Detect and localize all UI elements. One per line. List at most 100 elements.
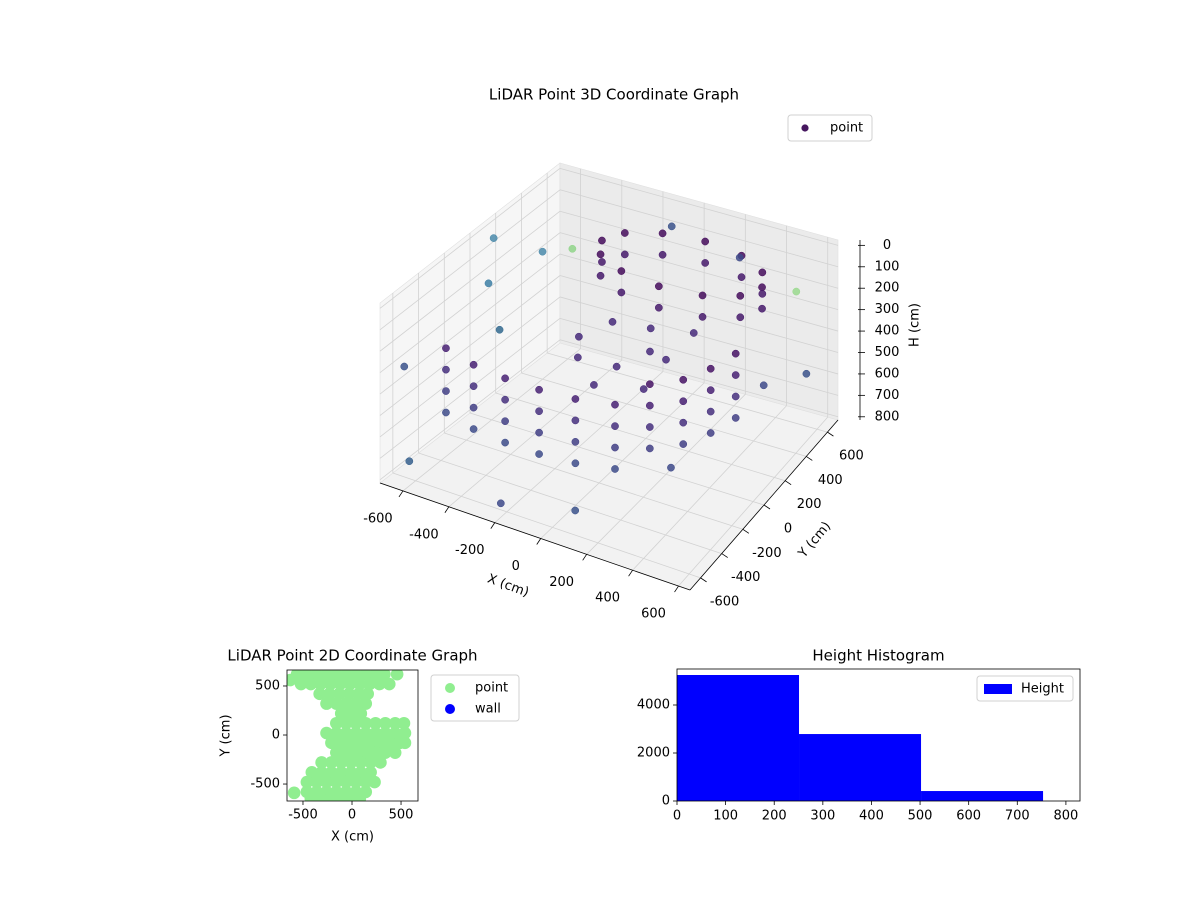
point <box>294 677 308 691</box>
point <box>325 756 338 769</box>
point <box>802 369 811 378</box>
point <box>571 395 580 403</box>
point <box>469 382 478 391</box>
point <box>369 716 382 730</box>
point <box>343 677 357 691</box>
point <box>442 344 450 353</box>
point <box>646 324 655 333</box>
point <box>611 400 619 409</box>
point <box>706 386 715 395</box>
point <box>759 381 768 390</box>
point <box>400 362 409 371</box>
grid-line <box>392 472 701 579</box>
grid-line <box>559 210 839 289</box>
grid-line <box>379 275 561 416</box>
x-tick-label: 400 <box>595 591 620 606</box>
point <box>667 222 676 231</box>
point <box>469 360 478 369</box>
x-tick-label: -600 <box>363 511 393 526</box>
x-tick-label: 200 <box>549 575 574 590</box>
point <box>598 236 606 245</box>
point <box>590 381 598 389</box>
point <box>397 716 411 730</box>
point <box>731 414 740 422</box>
point <box>596 271 605 280</box>
point <box>359 746 373 759</box>
grid-line <box>379 210 561 352</box>
point <box>667 463 675 472</box>
point <box>314 792 327 801</box>
point <box>320 775 333 789</box>
x-tick <box>398 490 404 498</box>
point <box>330 697 343 710</box>
point <box>758 304 766 313</box>
y-tick <box>827 431 834 437</box>
point <box>313 687 326 701</box>
z-tick-label: 700 <box>875 388 900 403</box>
point <box>645 380 654 389</box>
point <box>654 303 663 312</box>
x-tick-label: 800 <box>1053 809 1078 824</box>
y-tick-label: 2000 <box>637 746 670 761</box>
grid-line <box>521 372 807 457</box>
point <box>571 416 580 425</box>
z-tick-label: 100 <box>875 259 900 274</box>
point <box>305 765 319 779</box>
y-axis-label: Y (cm) <box>795 519 834 562</box>
grid-line <box>559 275 839 353</box>
point <box>535 450 543 458</box>
point <box>310 775 324 789</box>
point <box>300 775 314 789</box>
point <box>315 756 328 769</box>
point <box>469 425 478 433</box>
y-tick <box>784 480 792 486</box>
z-tick-label: 500 <box>875 345 900 360</box>
point <box>501 438 509 447</box>
z-tick-label: 600 <box>875 366 900 381</box>
x-tick-label: 0 <box>348 808 356 823</box>
point <box>398 736 412 750</box>
point <box>354 765 368 779</box>
grid-line <box>379 168 561 309</box>
y-tick-label: -500 <box>250 777 280 792</box>
y-tick <box>806 456 813 461</box>
point <box>334 756 348 769</box>
point <box>608 318 617 326</box>
point <box>568 244 577 253</box>
point <box>689 329 698 337</box>
y-tick <box>742 528 750 534</box>
point <box>324 792 337 801</box>
point <box>679 440 688 448</box>
grid-line <box>469 412 765 506</box>
point <box>330 726 343 740</box>
plot-frame <box>676 668 1081 802</box>
legend-box <box>976 675 1074 702</box>
x-tick <box>536 538 542 545</box>
plot-area <box>287 670 412 801</box>
point <box>325 765 338 779</box>
z-tick-label: 300 <box>875 302 900 317</box>
x-tick-label: 0 <box>673 809 681 824</box>
point <box>314 677 327 691</box>
point <box>382 677 396 691</box>
chart-title: LiDAR Point 3D Coordinate Graph <box>489 86 739 104</box>
point <box>731 349 740 358</box>
point <box>388 716 402 730</box>
x-tick <box>582 554 587 561</box>
point <box>731 371 740 379</box>
point <box>344 765 358 779</box>
point <box>354 736 368 750</box>
point <box>334 707 348 720</box>
point <box>378 670 391 681</box>
point <box>383 736 397 750</box>
point <box>287 786 301 800</box>
x-tick-label: 0 <box>512 559 520 574</box>
legend-marker <box>445 683 455 693</box>
point <box>353 792 367 801</box>
point <box>339 697 353 710</box>
point <box>405 457 414 466</box>
point <box>611 443 619 452</box>
point <box>645 423 654 431</box>
point <box>344 756 358 769</box>
point <box>379 726 392 740</box>
